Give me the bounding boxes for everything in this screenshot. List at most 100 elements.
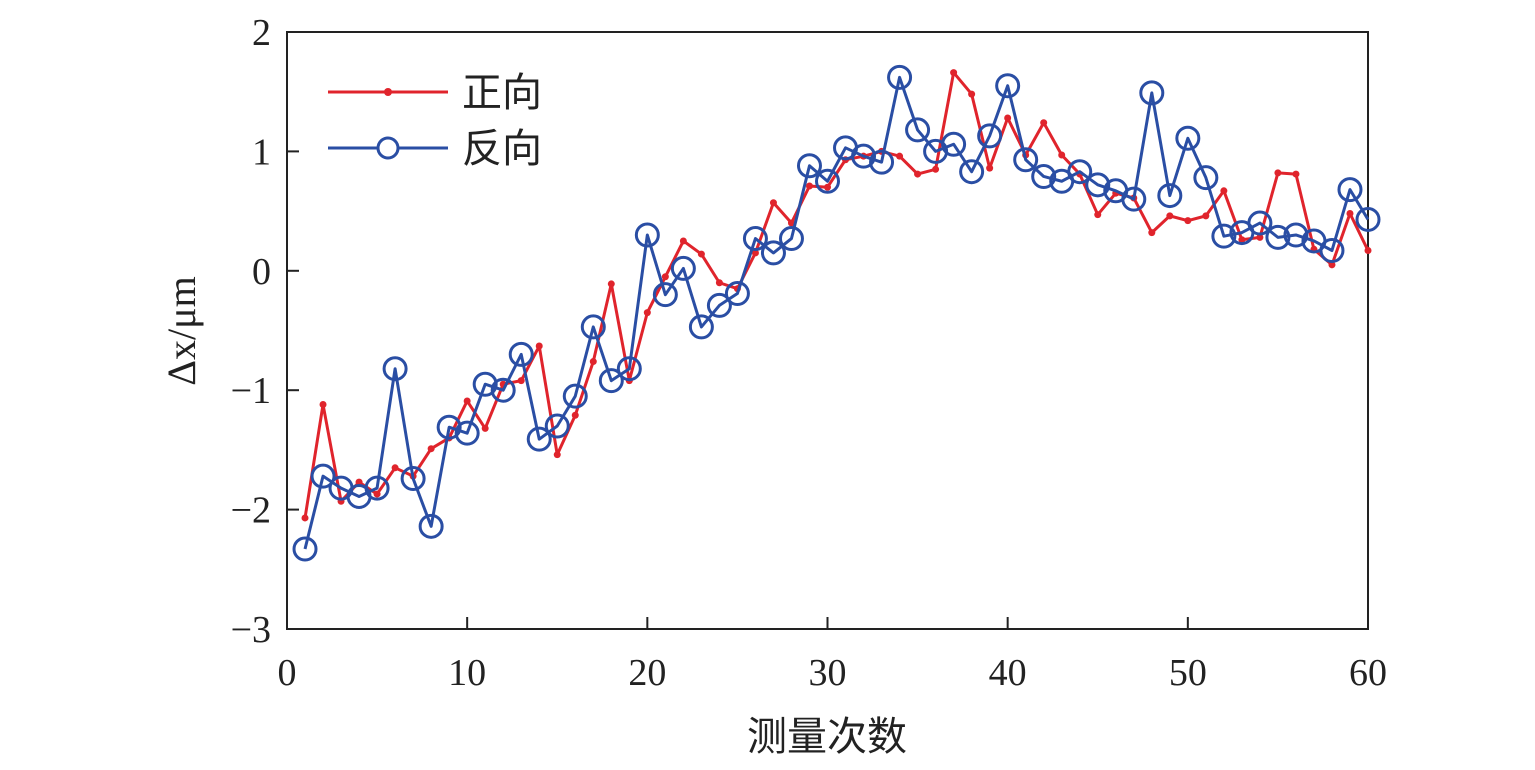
data-point-forward [968,90,976,98]
y-tick-label: 1 [252,131,271,173]
y-tick-label: 0 [252,251,271,293]
data-point-reverse [670,255,696,281]
data-point-forward [1166,212,1174,220]
x-tick-label: 10 [448,652,486,694]
data-point-forward [661,273,669,281]
data-point-reverse [1265,224,1291,250]
data-point-reverse [580,314,606,340]
legend-marker-reverse [376,136,400,160]
y-tick-label: −1 [231,370,271,412]
x-tick-label: 30 [809,652,847,694]
data-point-forward [373,490,381,498]
data-point-reverse [1193,165,1219,191]
data-point-reverse [778,226,804,252]
data-point-forward [301,514,309,522]
data-point-reverse [1337,177,1363,203]
data-point-reverse [292,536,318,562]
y-tick-label: −3 [231,609,271,651]
plot-area-frame [286,31,1369,630]
data-point-reverse [1031,163,1057,189]
data-point-reverse [977,123,1003,149]
data-point-forward [1346,209,1354,217]
data-point-reverse [436,414,462,440]
data-point-reverse [562,383,588,409]
data-point-reverse [544,413,570,439]
legend: 正向 反向 [328,70,542,171]
data-point-forward [932,165,940,173]
y-tick-label: −2 [231,490,271,532]
data-point-reverse [1283,222,1309,248]
data-point-reverse [1175,125,1201,151]
data-point-reverse [652,282,678,308]
data-point-reverse [1013,147,1039,173]
data-point-reverse [706,292,732,318]
data-point-forward [391,464,399,472]
data-point-reverse [1211,223,1237,249]
data-point-forward [1292,170,1300,178]
data-point-forward [1220,187,1228,195]
data-point-reverse [1085,172,1111,198]
series-reverse [292,64,1381,562]
x-tick-label: 20 [628,652,666,694]
data-point-reverse [742,226,768,252]
data-point-reverse [1319,238,1345,264]
data-point-forward [355,478,363,486]
legend-label-reverse: 反向 [462,126,542,171]
x-tick-label: 50 [1169,652,1207,694]
data-point-reverse [1121,186,1147,212]
data-point-forward [1040,119,1048,127]
data-point-reverse [364,475,390,501]
data-point-forward [769,199,777,207]
series-layer [292,64,1381,562]
data-point-reverse [796,153,822,179]
data-point-reverse [724,280,750,306]
data-point-reverse [616,356,642,382]
data-point-forward [1094,211,1102,219]
data-point-forward [1328,261,1336,269]
data-point-reverse [310,463,336,489]
data-point-forward [787,219,795,227]
legend-marker-forward [384,88,392,96]
data-point-reverse [905,117,931,143]
data-point-forward [1148,229,1156,237]
data-point-forward [643,309,651,317]
x-tick-label: 40 [989,652,1027,694]
data-point-forward [986,164,994,172]
x-tick-label: 60 [1349,652,1387,694]
data-point-reverse [869,149,895,175]
data-point-forward [1202,212,1210,220]
x-axis-title: 测量次数 [747,714,907,759]
x-tick-label: 0 [278,652,297,694]
data-point-forward [481,424,489,432]
data-point-reverse [1355,206,1381,232]
data-point-reverse [1157,183,1183,209]
data-point-forward [1184,217,1192,225]
data-point-reverse [490,377,516,403]
data-point-forward [805,182,813,190]
data-point-reverse [382,356,408,382]
data-point-reverse [815,168,840,194]
data-point-forward [914,170,922,178]
legend-label-forward: 正向 [462,70,542,115]
series-line [303,75,1370,550]
data-point-reverse [400,466,426,492]
data-point-reverse [1247,210,1273,236]
data-point-reverse [688,314,714,340]
data-point-forward [535,342,543,350]
data-point-forward [463,397,471,405]
data-point-reverse [454,420,480,446]
axes: 0 10 20 30 40 50 60 −3 −2 −1 0 1 2 [231,12,1387,694]
data-point-forward [679,237,687,245]
data-point-reverse [472,371,498,397]
data-point-forward [1238,236,1246,244]
data-point-forward [553,451,561,459]
data-point-forward [824,183,831,191]
data-point-reverse [995,73,1021,99]
data-point-reverse [1067,159,1093,185]
data-point-forward [950,69,958,77]
data-point-forward [697,250,705,258]
y-axis-title: Δx/μm [159,276,204,385]
data-point-forward [1274,169,1282,177]
data-point-forward [589,358,597,366]
data-point-reverse [760,240,786,266]
